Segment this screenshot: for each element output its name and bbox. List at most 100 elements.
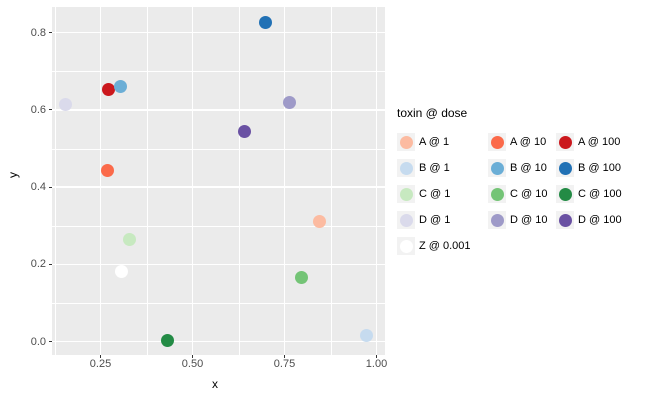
plot-panel bbox=[52, 7, 385, 355]
y-gridline-major bbox=[52, 31, 385, 34]
x-tick-label: 1.00 bbox=[365, 358, 388, 370]
legend-column: A @ 10 B @ 10 C @ 10 D @ 10 bbox=[488, 129, 556, 259]
legend-swatch-dot bbox=[399, 239, 413, 253]
x-axis-title: x bbox=[212, 377, 218, 391]
x-gridline-major bbox=[99, 7, 102, 355]
legend-swatch-dot bbox=[558, 187, 572, 201]
y-gridline-major bbox=[52, 186, 385, 188]
legend-item: D @ 1 bbox=[397, 207, 488, 233]
y-tick-mark bbox=[49, 263, 52, 265]
y-tick-label: 0.8 bbox=[30, 26, 46, 39]
legend-key bbox=[397, 237, 415, 255]
legend: toxin @ dose A @ 1 B @ 1 C @ 1 D @ 1 Z @ 0.0… bbox=[397, 106, 622, 259]
legend-column: A @ 100 B @ 100 C @ 100 D @ 100 bbox=[556, 129, 622, 259]
y-gridline-minor bbox=[52, 303, 385, 304]
data-point-C-100 bbox=[161, 334, 175, 348]
x-gridline-major bbox=[283, 7, 286, 355]
legend-key bbox=[556, 211, 574, 229]
legend-key bbox=[488, 159, 506, 177]
data-point-D-10 bbox=[282, 96, 296, 110]
legend-item-label: B @ 100 bbox=[578, 162, 621, 174]
y-tick-label: 0.2 bbox=[30, 258, 46, 271]
legend-swatch-dot bbox=[558, 213, 572, 227]
x-tick-label: 0.50 bbox=[181, 358, 204, 370]
legend-item-label: D @ 100 bbox=[578, 214, 622, 226]
legend-key bbox=[488, 133, 506, 151]
y-tick-mark bbox=[49, 109, 52, 111]
data-point-D-100 bbox=[237, 125, 251, 139]
data-point-A-100 bbox=[101, 82, 115, 96]
y-gridline-major bbox=[52, 340, 385, 343]
legend-key bbox=[397, 185, 415, 203]
legend-item: D @ 10 bbox=[488, 207, 556, 233]
legend-key bbox=[556, 133, 574, 151]
data-point-D-1 bbox=[58, 98, 72, 112]
legend-item-label: D @ 10 bbox=[510, 214, 548, 226]
legend-item-label: C @ 1 bbox=[419, 188, 451, 200]
y-gridline-minor bbox=[52, 148, 385, 150]
x-gridline-major bbox=[191, 7, 194, 355]
x-gridline-minor bbox=[238, 7, 240, 355]
y-tick-mark bbox=[49, 32, 52, 34]
legend-item-label: B @ 10 bbox=[510, 162, 547, 174]
y-gridline-major bbox=[52, 263, 385, 266]
legend-columns: A @ 1 B @ 1 C @ 1 D @ 1 Z @ 0.001 A @ 10 B @ 1… bbox=[397, 129, 622, 259]
legend-item: C @ 1 bbox=[397, 181, 488, 207]
x-gridline-minor bbox=[54, 7, 56, 355]
legend-item: Z @ 0.001 bbox=[397, 233, 488, 259]
legend-swatch-dot bbox=[399, 213, 413, 227]
legend-key bbox=[488, 185, 506, 203]
legend-swatch-dot bbox=[399, 187, 413, 201]
legend-key bbox=[397, 133, 415, 151]
legend-swatch-dot bbox=[490, 187, 504, 201]
legend-item: D @ 100 bbox=[556, 207, 622, 233]
legend-key bbox=[397, 211, 415, 229]
legend-item-label: A @ 1 bbox=[419, 136, 450, 148]
y-axis-title: y bbox=[6, 172, 20, 178]
legend-item: B @ 100 bbox=[556, 155, 622, 181]
x-gridline-minor bbox=[330, 7, 332, 355]
y-gridline-major bbox=[52, 109, 385, 111]
y-gridline-minor bbox=[52, 71, 385, 73]
legend-item: A @ 100 bbox=[556, 129, 622, 155]
legend-item: B @ 10 bbox=[488, 155, 556, 181]
data-point-C-10 bbox=[295, 271, 309, 285]
x-tick-mark bbox=[100, 355, 101, 358]
legend-item: C @ 100 bbox=[556, 181, 622, 207]
x-tick-mark bbox=[284, 355, 285, 358]
legend-swatch-dot bbox=[558, 161, 572, 175]
legend-key bbox=[488, 211, 506, 229]
legend-item-label: C @ 100 bbox=[578, 188, 622, 200]
legend-item: A @ 10 bbox=[488, 129, 556, 155]
legend-key bbox=[556, 185, 574, 203]
legend-item-label: Z @ 0.001 bbox=[419, 240, 471, 252]
x-gridline-minor bbox=[146, 7, 148, 355]
data-point-C-1 bbox=[122, 232, 136, 246]
legend-item-label: A @ 10 bbox=[510, 136, 547, 148]
legend-item-label: D @ 1 bbox=[419, 214, 451, 226]
y-tick-mark bbox=[49, 186, 52, 188]
data-point-B-10 bbox=[113, 79, 127, 93]
x-tick-label: 0.25 bbox=[89, 358, 112, 370]
x-tick-mark bbox=[192, 355, 193, 358]
data-point-B-1 bbox=[360, 329, 374, 343]
legend-item: B @ 1 bbox=[397, 155, 488, 181]
data-point-A-1 bbox=[312, 214, 326, 228]
legend-swatch-dot bbox=[399, 135, 413, 149]
y-tick-label: 0.0 bbox=[30, 335, 46, 348]
legend-item-label: C @ 10 bbox=[510, 188, 548, 200]
legend-swatch-dot bbox=[558, 135, 572, 149]
x-tick-mark bbox=[376, 355, 377, 358]
y-gridline-minor bbox=[52, 225, 385, 227]
data-point-Z-0.001 bbox=[115, 265, 129, 279]
legend-swatch-dot bbox=[490, 213, 504, 227]
legend-key bbox=[556, 159, 574, 177]
legend-title: toxin @ dose bbox=[397, 106, 468, 120]
legend-swatch-dot bbox=[399, 161, 413, 175]
x-gridline-major bbox=[375, 7, 378, 355]
data-point-B-100 bbox=[259, 15, 273, 29]
y-tick-mark bbox=[49, 341, 52, 343]
legend-item-label: A @ 100 bbox=[578, 136, 621, 148]
x-tick-label: 0.75 bbox=[273, 358, 296, 370]
